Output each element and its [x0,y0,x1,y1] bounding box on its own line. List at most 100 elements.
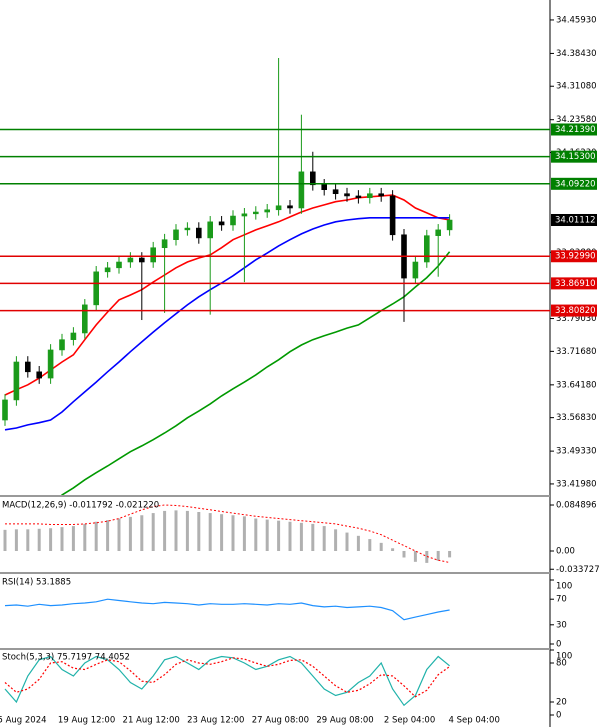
candle-body [139,257,145,263]
y-tick-label: 34.45930 [556,15,597,25]
level-label-box [551,150,597,163]
level-label: 33.80820 [555,306,596,316]
macd-bar [185,510,189,551]
macd-bar [83,523,87,551]
macd-bar [311,523,315,551]
y-tick-label: 0.084896 [556,501,597,511]
candle-body [207,221,213,239]
plot-area [4,598,450,621]
indicator-line [4,657,450,698]
candle-body [264,209,271,213]
level-label-box [551,304,597,317]
indicator-line [4,655,450,707]
panel-divider [0,572,550,574]
moving-average [4,194,450,396]
candle-body [253,211,259,215]
macd-bar [299,522,303,551]
macd-bar [151,513,155,551]
macd-bar [26,529,30,551]
y-tick-label: 33.49330 [556,447,597,457]
candle-body [366,193,373,199]
candle-body [196,227,202,239]
macd-bar [436,550,440,561]
plot-area [3,504,452,563]
moving-average [4,217,450,431]
candle-body [287,205,293,209]
macd-bar [60,527,64,551]
macd-bar [174,510,178,551]
panel-title: Stoch(5,3,3) 75.7197 74.4052 [2,653,130,663]
candle-body [150,247,156,263]
macd-bar [265,519,269,551]
level-label-box [551,177,597,190]
macd-bar [94,521,98,551]
macd-bar [71,526,75,551]
x-tick-label: 27 Aug 08:00 [252,716,309,726]
last-price-box [551,213,597,226]
candle-body [218,221,225,226]
macd-bar [37,528,41,551]
y-tick-label: -0.033727 [556,565,600,575]
macd-bar [356,535,360,551]
macd-bar [345,532,349,551]
candle-body [378,193,385,197]
candle-body [36,371,43,379]
macd-bar [425,550,429,563]
macd-bar [402,550,406,558]
candle-body [298,171,305,209]
indicator-line [4,598,450,621]
macd-bar [254,518,258,551]
candle-body [13,361,20,401]
candle-body [355,195,362,199]
candle-body [344,193,350,197]
macd-bar [106,520,110,551]
macd-bar [220,514,224,551]
level-label-box [551,250,597,263]
y-tick-label: 33.79030 [556,314,597,324]
panel-title: MACD(12,26,9) -0.011792 -0.021220 [2,501,159,511]
candle-body [332,189,339,195]
candle-body [127,257,134,263]
y-tick-label: 0.00 [556,546,575,556]
macd-bar [140,515,144,551]
panel-title: RSI(14) 53.1885 [2,578,71,588]
panel-divider [0,648,550,650]
x-tick-label: 19 Aug 12:00 [58,716,115,726]
candle-body [104,267,111,273]
last-price-label: 34.01112 [555,215,596,225]
y-tick-label: 33.41980 [556,479,597,489]
x-tick-label: 2 Sep 04:00 [384,716,435,726]
candle-body [47,349,54,379]
macd-bar [117,518,121,551]
x-tick-label: 21 Aug 12:00 [123,716,180,726]
macd-bar [288,521,292,551]
y-tick-label: 33.71680 [556,347,597,357]
macd-bar [197,512,201,551]
candle-body [184,227,191,231]
y-tick-label: 20 [556,698,567,708]
level-label: 34.09220 [555,179,596,189]
level-label-box [551,277,597,290]
macd-bar [379,542,383,551]
candle-body [446,219,453,231]
y-tick-label: 0 [556,640,561,650]
candle-body [173,229,179,240]
macd-bar [413,550,417,562]
macd-bar [128,516,132,551]
candle-body [2,399,8,421]
macd-bar [391,548,395,551]
candle-body [241,213,248,217]
candle-body [93,271,99,306]
level-label: 33.86910 [555,279,596,289]
panel-divider [0,495,550,497]
moving-average [60,251,451,495]
macd-bar [163,510,167,551]
macd-bar [322,526,326,551]
level-label-box [551,123,597,136]
y-tick-label: 33.56830 [556,413,597,423]
macd-bar [448,550,452,558]
y-tick-label: 100 [556,652,572,662]
candle-body [70,332,77,340]
y-tick-label: 34.31080 [556,82,597,92]
